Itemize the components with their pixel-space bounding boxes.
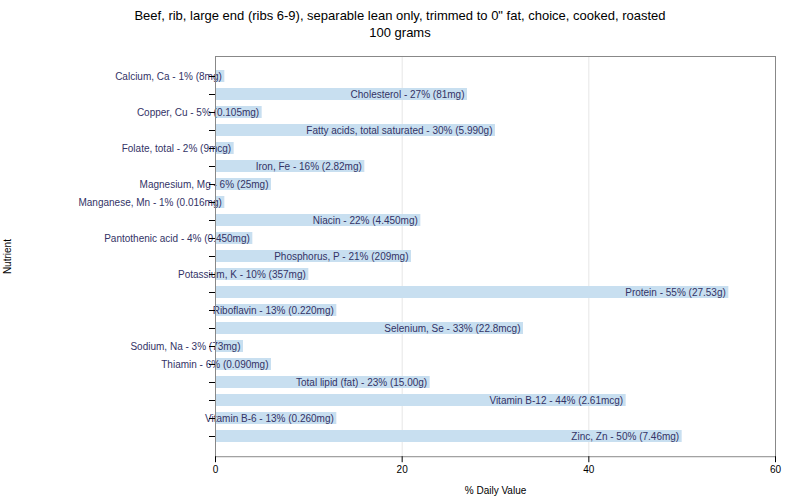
svg-text:Riboflavin - 13% (0.220mg): Riboflavin - 13% (0.220mg) [213,304,334,315]
svg-text:Phosphorus, P - 21% (209mg): Phosphorus, P - 21% (209mg) [274,250,408,261]
svg-text:Niacin - 22% (4.450mg): Niacin - 22% (4.450mg) [313,214,418,225]
svg-text:Folate, total - 2% (9mcg): Folate, total - 2% (9mcg) [122,142,231,153]
svg-text:Calcium, Ca - 1% (8mg): Calcium, Ca - 1% (8mg) [115,70,222,81]
html-text:Beef, rib, large end (ribs 6-9: Beef, rib, large end (ribs 6-9), separab… [134,8,666,40]
svg-text:Pantothenic acid - 4% (0.450mg: Pantothenic acid - 4% (0.450mg) [104,232,250,243]
svg-text:Potassium, K - 10% (357mg): Potassium, K - 10% (357mg) [178,268,306,279]
svg-text:20: 20 [397,464,409,475]
svg-text:Iron, Fe - 16% (2.82mg): Iron, Fe - 16% (2.82mg) [256,160,362,171]
svg-text:Copper, Cu - 5% (0.105mg): Copper, Cu - 5% (0.105mg) [137,106,259,117]
svg-text:Zinc, Zn - 50% (7.46mg): Zinc, Zn - 50% (7.46mg) [571,430,679,441]
svg-text:0: 0 [213,464,219,475]
svg-text:60: 60 [770,464,782,475]
svg-text:Vitamin B-6 - 13% (0.260mg): Vitamin B-6 - 13% (0.260mg) [205,412,334,423]
svg-text:Sodium, Na - 3% (73mg): Sodium, Na - 3% (73mg) [130,340,240,351]
svg-text:Vitamin B-12 - 44% (2.61mcg): Vitamin B-12 - 44% (2.61mcg) [489,394,623,405]
svg-text:40: 40 [583,464,595,475]
svg-text:Cholesterol - 27% (81mg): Cholesterol - 27% (81mg) [351,88,465,99]
svg-text:Protein - 55% (27.53g): Protein - 55% (27.53g) [625,286,726,297]
svg-text:Nutrient: Nutrient [2,239,13,274]
svg-text:% Daily Value: % Daily Value [465,485,527,496]
svg-text:Fatty acids, total saturated -: Fatty acids, total saturated - 30% (5.99… [306,124,492,135]
svg-text:Thiamin - 6% (0.090mg): Thiamin - 6% (0.090mg) [161,358,268,369]
svg-text:Total lipid (fat) - 23% (15.00: Total lipid (fat) - 23% (15.00g) [296,376,427,387]
svg-text:Manganese, Mn - 1% (0.016mg): Manganese, Mn - 1% (0.016mg) [78,196,221,207]
svg-text:Selenium, Se - 33% (22.8mcg): Selenium, Se - 33% (22.8mcg) [384,322,520,333]
svg-text:Magnesium, Mg - 6% (25mg): Magnesium, Mg - 6% (25mg) [140,178,269,189]
